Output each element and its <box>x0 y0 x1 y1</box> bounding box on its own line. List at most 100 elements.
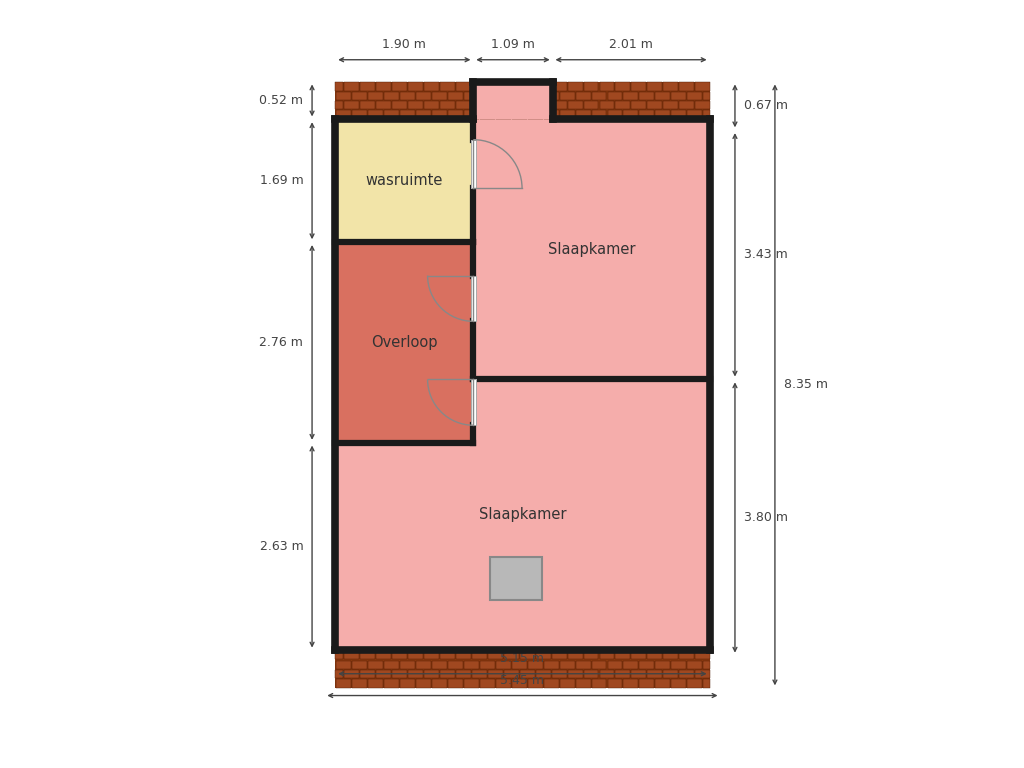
Bar <box>479 680 495 688</box>
Bar <box>672 91 686 100</box>
Bar <box>392 670 407 678</box>
Bar <box>647 101 663 110</box>
Bar <box>584 670 598 678</box>
Bar <box>335 650 710 688</box>
Bar <box>632 670 646 678</box>
Bar <box>664 101 679 110</box>
Bar <box>439 651 455 660</box>
Bar <box>447 111 463 119</box>
Bar <box>424 82 438 91</box>
Bar <box>464 91 478 100</box>
Bar <box>376 101 391 110</box>
Bar <box>359 651 375 660</box>
Text: 1.09 m: 1.09 m <box>492 38 535 51</box>
Bar <box>680 82 694 91</box>
Bar <box>344 651 358 660</box>
Bar <box>703 91 710 100</box>
Bar <box>439 82 455 91</box>
Text: Overloop: Overloop <box>371 335 437 350</box>
Bar <box>359 101 375 110</box>
Bar <box>599 651 614 660</box>
Bar <box>655 680 671 688</box>
Bar <box>490 558 543 600</box>
Bar <box>584 82 598 91</box>
Bar <box>536 651 551 660</box>
Bar <box>680 101 694 110</box>
Bar <box>695 651 710 660</box>
Bar <box>672 111 686 119</box>
Bar <box>439 670 455 678</box>
Bar <box>639 111 654 119</box>
Bar <box>384 680 398 688</box>
Bar <box>399 660 415 669</box>
Bar <box>344 670 358 678</box>
Bar <box>335 119 710 650</box>
Bar <box>544 660 558 669</box>
Bar <box>447 660 463 669</box>
Bar <box>544 91 558 100</box>
Bar <box>408 101 423 110</box>
Bar <box>351 91 367 100</box>
Bar <box>615 670 631 678</box>
Bar <box>359 670 375 678</box>
Bar <box>647 651 663 660</box>
Bar <box>464 680 478 688</box>
Bar <box>384 91 398 100</box>
Bar <box>703 680 710 688</box>
Bar <box>632 82 646 91</box>
Bar <box>527 91 543 100</box>
Bar <box>512 660 526 669</box>
Bar <box>472 82 486 91</box>
Bar <box>336 660 350 669</box>
Bar <box>607 91 623 100</box>
Bar <box>368 680 383 688</box>
Bar <box>632 651 646 660</box>
Bar <box>456 651 471 660</box>
Bar <box>479 91 495 100</box>
Bar <box>432 91 446 100</box>
Bar <box>376 651 391 660</box>
Bar <box>504 82 518 91</box>
Bar <box>439 101 455 110</box>
Text: Slaapkamer: Slaapkamer <box>478 508 566 522</box>
Bar <box>559 111 574 119</box>
Text: 1.90 m: 1.90 m <box>382 38 426 51</box>
Bar <box>424 670 438 678</box>
Bar <box>599 101 614 110</box>
Bar <box>544 680 558 688</box>
Bar <box>432 680 446 688</box>
Bar <box>424 651 438 660</box>
Bar <box>615 82 631 91</box>
Bar <box>504 101 518 110</box>
Bar <box>408 651 423 660</box>
Bar <box>335 82 343 91</box>
Bar <box>647 670 663 678</box>
Bar <box>399 91 415 100</box>
Bar <box>392 101 407 110</box>
Bar <box>687 660 702 669</box>
Bar <box>447 91 463 100</box>
Bar <box>584 101 598 110</box>
Bar <box>335 119 473 242</box>
Bar <box>344 82 358 91</box>
Bar <box>664 82 679 91</box>
Bar <box>472 670 486 678</box>
Bar <box>487 670 503 678</box>
Bar <box>687 680 702 688</box>
Bar <box>416 680 431 688</box>
Bar <box>336 111 350 119</box>
Text: 2.63 m: 2.63 m <box>260 540 303 553</box>
Text: 2.76 m: 2.76 m <box>259 336 303 349</box>
Bar <box>472 101 486 110</box>
Bar <box>335 242 473 442</box>
Bar <box>447 680 463 688</box>
Bar <box>695 82 710 91</box>
Bar <box>473 81 553 119</box>
Bar <box>432 111 446 119</box>
Bar <box>647 82 663 91</box>
Bar <box>639 91 654 100</box>
Text: 0.52 m: 0.52 m <box>259 94 303 107</box>
Bar <box>335 651 343 660</box>
Bar <box>512 91 526 100</box>
Bar <box>456 101 471 110</box>
